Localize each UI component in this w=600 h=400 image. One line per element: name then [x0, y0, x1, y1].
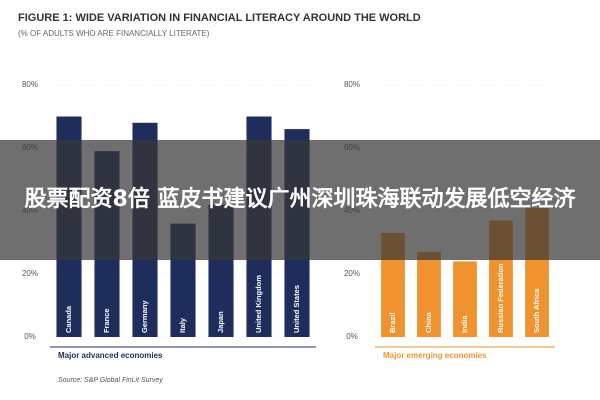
- x-tick-label: Germany: [140, 300, 149, 333]
- y-tick-label: 0%: [24, 332, 36, 341]
- x-tick-label: India: [460, 315, 469, 333]
- x-tick-label: Brazil: [388, 313, 397, 333]
- bar: [453, 261, 477, 337]
- chart-title: FIGURE 1: WIDE VARIATION IN FINANCIAL LI…: [18, 12, 421, 24]
- y-tick-label: 0%: [346, 332, 358, 341]
- group-label: Major advanced economies: [58, 351, 163, 360]
- x-tick-label: France: [102, 308, 111, 333]
- y-tick-label: 80%: [344, 80, 360, 89]
- bar: [417, 251, 441, 337]
- source: Source: S&P Global FinLit Survey: [58, 377, 163, 384]
- y-tick-label: 20%: [344, 269, 360, 278]
- x-tick-label: Russian Federation: [496, 263, 505, 333]
- chart-subtitle: (% OF ADULTS WHO ARE FINANCIALLY LITERAT…: [18, 29, 210, 38]
- y-tick-label: 20%: [22, 269, 38, 278]
- y-tick-label: 80%: [22, 80, 38, 89]
- x-tick-label: United States: [292, 285, 301, 333]
- x-tick-label: United Kingdom: [254, 275, 263, 333]
- x-tick-label: South Africa: [532, 288, 541, 333]
- banner: 股票配资8倍 蓝皮书建议广州深圳珠海联动发展低空经济: [0, 140, 600, 260]
- x-tick-label: Italy: [178, 317, 187, 333]
- x-tick-label: Canada: [64, 305, 73, 333]
- x-tick-label: Japan: [216, 311, 225, 333]
- group-label: Major emerging economies: [383, 351, 487, 360]
- x-tick-label: China: [424, 311, 433, 333]
- banner-text: 股票配资8倍 蓝皮书建议广州深圳珠海联动发展低空经济: [24, 187, 576, 212]
